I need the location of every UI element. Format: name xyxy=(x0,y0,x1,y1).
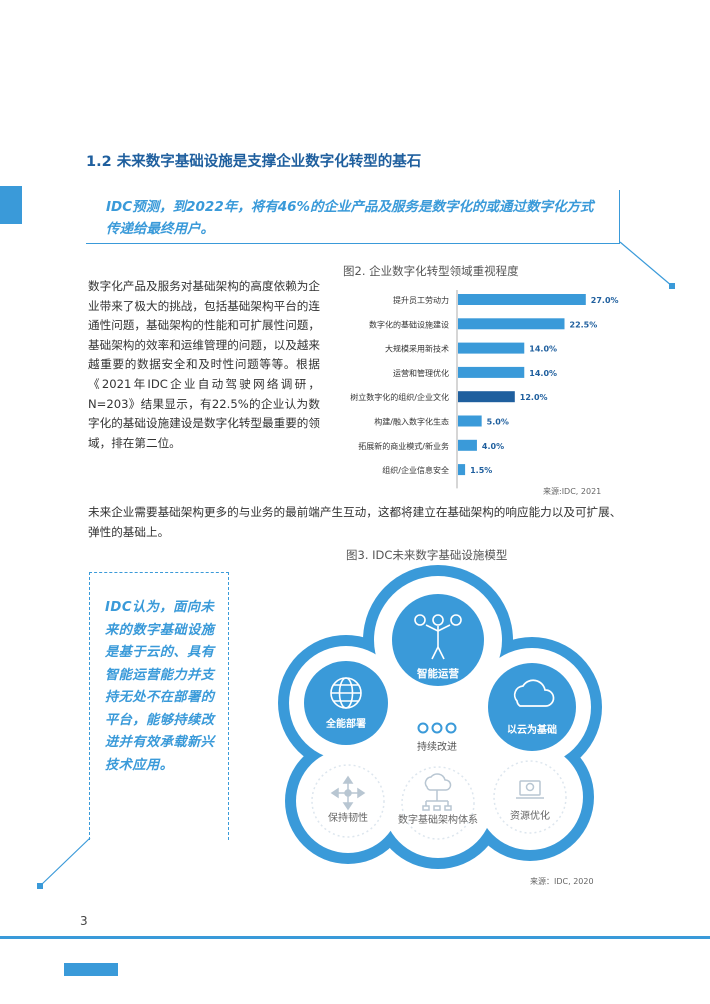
figure-3-title: 图3. IDC未来数字基础设施模型 xyxy=(346,548,508,562)
category-label: 运营和管理优化 xyxy=(393,368,449,378)
category-label: 拓展新的商业模式/新业务 xyxy=(358,441,449,451)
node-label-1: 智能运营 xyxy=(416,667,459,680)
bar xyxy=(458,294,586,305)
category-label: 构建/融入数字化生态 xyxy=(374,417,449,427)
bar xyxy=(458,415,482,427)
node-label-2: 全能部署 xyxy=(325,717,366,730)
side-quote-connector xyxy=(37,837,91,889)
laptop-gear-icon xyxy=(516,780,544,799)
node-omni-deployment: 全能部署 xyxy=(304,661,388,745)
center-continuous-improvement: 持续改进 xyxy=(417,722,457,753)
bar xyxy=(458,342,525,354)
page-number: 3 xyxy=(80,914,88,928)
arrows-cross-icon xyxy=(330,775,366,811)
center-label: 持续改进 xyxy=(417,740,457,753)
category-label: 提升员工劳动力 xyxy=(393,295,449,305)
quote-connector xyxy=(619,241,675,289)
highlight-quote: IDC预测，到2022年，将有46%的企业产品及服务是数字化的或通过数字化方式传… xyxy=(106,199,594,237)
value-label: 12.0% xyxy=(520,393,548,402)
globe-icon xyxy=(330,677,362,709)
body-paragraph-2: 未来企业需要基础架构更多的与业务的最前端产生互动，这都将建立在基础架构的响应能力… xyxy=(88,505,622,539)
category-label: 组织/企业信息安全 xyxy=(382,465,449,475)
bar xyxy=(458,318,565,330)
category-label: 树立数字化的组织/企业文化 xyxy=(350,392,449,402)
value-label: 14.0% xyxy=(529,345,557,354)
gears-person-icon xyxy=(414,614,462,660)
node-label-5: 数字基础架构体系 xyxy=(398,813,478,826)
category-label: 大规模采用新技术 xyxy=(385,344,449,354)
value-label: 27.0% xyxy=(591,296,619,305)
bar xyxy=(458,391,515,403)
figure-2-title: 图2. 企业数字化转型领域重视程度 xyxy=(343,264,519,278)
category-label: 数字化的基础设施建设 xyxy=(369,319,449,329)
side-tab-marker xyxy=(0,186,22,224)
side-quote: IDC认为，面向未来的数字基础设施是基于云的、具有智能运营能力并支持无处不在部署… xyxy=(105,600,215,773)
footer-tab-marker xyxy=(64,963,118,976)
loop-dots-icon xyxy=(417,722,457,734)
node-resource-optimization: 资源优化 xyxy=(493,760,567,834)
cloud-icon xyxy=(513,679,555,707)
bar xyxy=(458,464,466,476)
side-quote-border xyxy=(89,572,229,840)
bar xyxy=(458,366,525,378)
cloud-network-icon xyxy=(422,773,452,811)
bar-chart: 提升员工劳动力 27.0% 数字化的基础设施建设 22.5% 大规模采用新技术 14.0%… xyxy=(350,290,619,489)
quote-box-border xyxy=(86,190,620,244)
node-digital-infrastructure-system: 数字基础架构体系 xyxy=(398,766,478,840)
value-label: 1.5% xyxy=(470,466,492,475)
value-label: 14.0% xyxy=(529,369,557,378)
bar xyxy=(458,439,477,451)
figure-2-source: 来源:IDC, 2021 xyxy=(543,487,602,496)
node-label-4: 保持韧性 xyxy=(328,811,368,824)
node-intelligent-operations: 智能运营 xyxy=(392,594,484,686)
value-label: 5.0% xyxy=(487,418,509,427)
node-label-3: 以云为基础 xyxy=(507,723,557,736)
body-paragraph-1: 数字化产品及服务对基础架构的高度依赖为企业带来了极大的挑战，包括基础架构平台的连… xyxy=(88,279,320,450)
infrastructure-model-diagram: 智能运营 全能部署 以云为基础 持续改进 xyxy=(278,565,602,869)
node-cloud-based: 以云为基础 xyxy=(488,663,576,751)
node-label-6: 资源优化 xyxy=(510,809,550,822)
value-label: 22.5% xyxy=(570,320,598,329)
figure-3-source: 来源：IDC, 2020 xyxy=(530,877,594,886)
section-title: 1.2 未来数字基础设施是支撑企业数字化转型的基石 xyxy=(86,154,422,170)
footer-line xyxy=(0,936,710,939)
node-resilience: 保持韧性 xyxy=(311,764,385,838)
value-label: 4.0% xyxy=(482,442,504,451)
